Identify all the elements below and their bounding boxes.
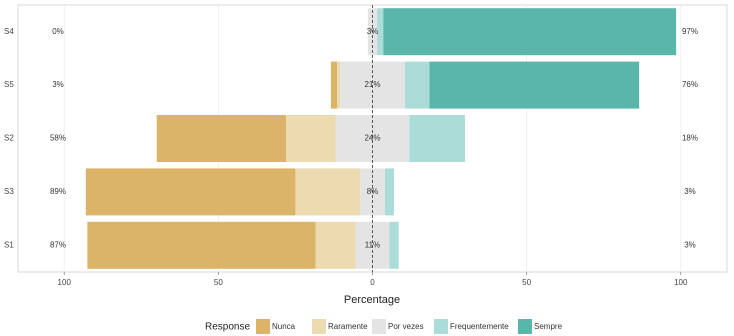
legend-label: Sempre <box>534 322 563 331</box>
legend-label: Frequentemente <box>450 322 509 331</box>
left-label: 58% <box>50 134 66 143</box>
bar-segment <box>383 8 677 56</box>
center-label: 21% <box>364 80 380 89</box>
right-label: 18% <box>682 134 698 143</box>
left-label: 87% <box>50 240 66 249</box>
left-label: 0% <box>52 27 64 36</box>
bar-segment <box>337 61 341 109</box>
right-label: 97% <box>682 27 698 36</box>
bar-segment <box>87 221 316 269</box>
legend-title: Response <box>205 322 250 333</box>
bar-segment <box>384 168 395 216</box>
x-tick-label: 50 <box>522 278 531 287</box>
bar-segment <box>156 115 287 162</box>
bar-segment <box>286 115 336 162</box>
legend-label: Raramente <box>328 322 368 331</box>
bar-segment <box>377 8 384 56</box>
x-tick-label: 0 <box>370 278 375 287</box>
legend-swatch <box>372 319 386 334</box>
y-tick-label: S3 <box>4 187 14 196</box>
left-label: 89% <box>50 187 66 196</box>
center-label: 24% <box>364 134 380 143</box>
legend-swatch <box>434 319 448 334</box>
legend-swatch <box>518 319 532 334</box>
bar-segment <box>409 115 465 162</box>
y-tick-label: S5 <box>4 80 14 89</box>
bar-segment <box>389 221 399 269</box>
x-tick-label: 100 <box>58 278 72 287</box>
y-tick-label: S4 <box>4 27 14 36</box>
x-axis-title: Percentage <box>344 294 400 306</box>
x-tick-label: 50 <box>214 278 223 287</box>
legend-swatch <box>256 319 270 334</box>
center-label: 11% <box>365 240 380 249</box>
right-label: 3% <box>684 187 696 196</box>
right-label: 76% <box>682 80 698 89</box>
bar-segment <box>315 221 356 269</box>
bar-segment <box>330 61 338 109</box>
left-label: 3% <box>52 80 64 89</box>
legend-label: Nunca <box>272 322 296 331</box>
bar-segment <box>85 168 296 216</box>
bar-segment <box>295 168 361 216</box>
bar-segment <box>429 61 640 109</box>
legend-swatch <box>312 319 326 334</box>
legend-label: Por vezes <box>388 322 424 331</box>
y-tick-label: S1 <box>4 240 14 249</box>
y-tick-label: S2 <box>4 134 14 143</box>
x-tick-label: 100 <box>674 278 688 287</box>
bar-segment <box>404 61 430 109</box>
right-label: 3% <box>684 240 696 249</box>
